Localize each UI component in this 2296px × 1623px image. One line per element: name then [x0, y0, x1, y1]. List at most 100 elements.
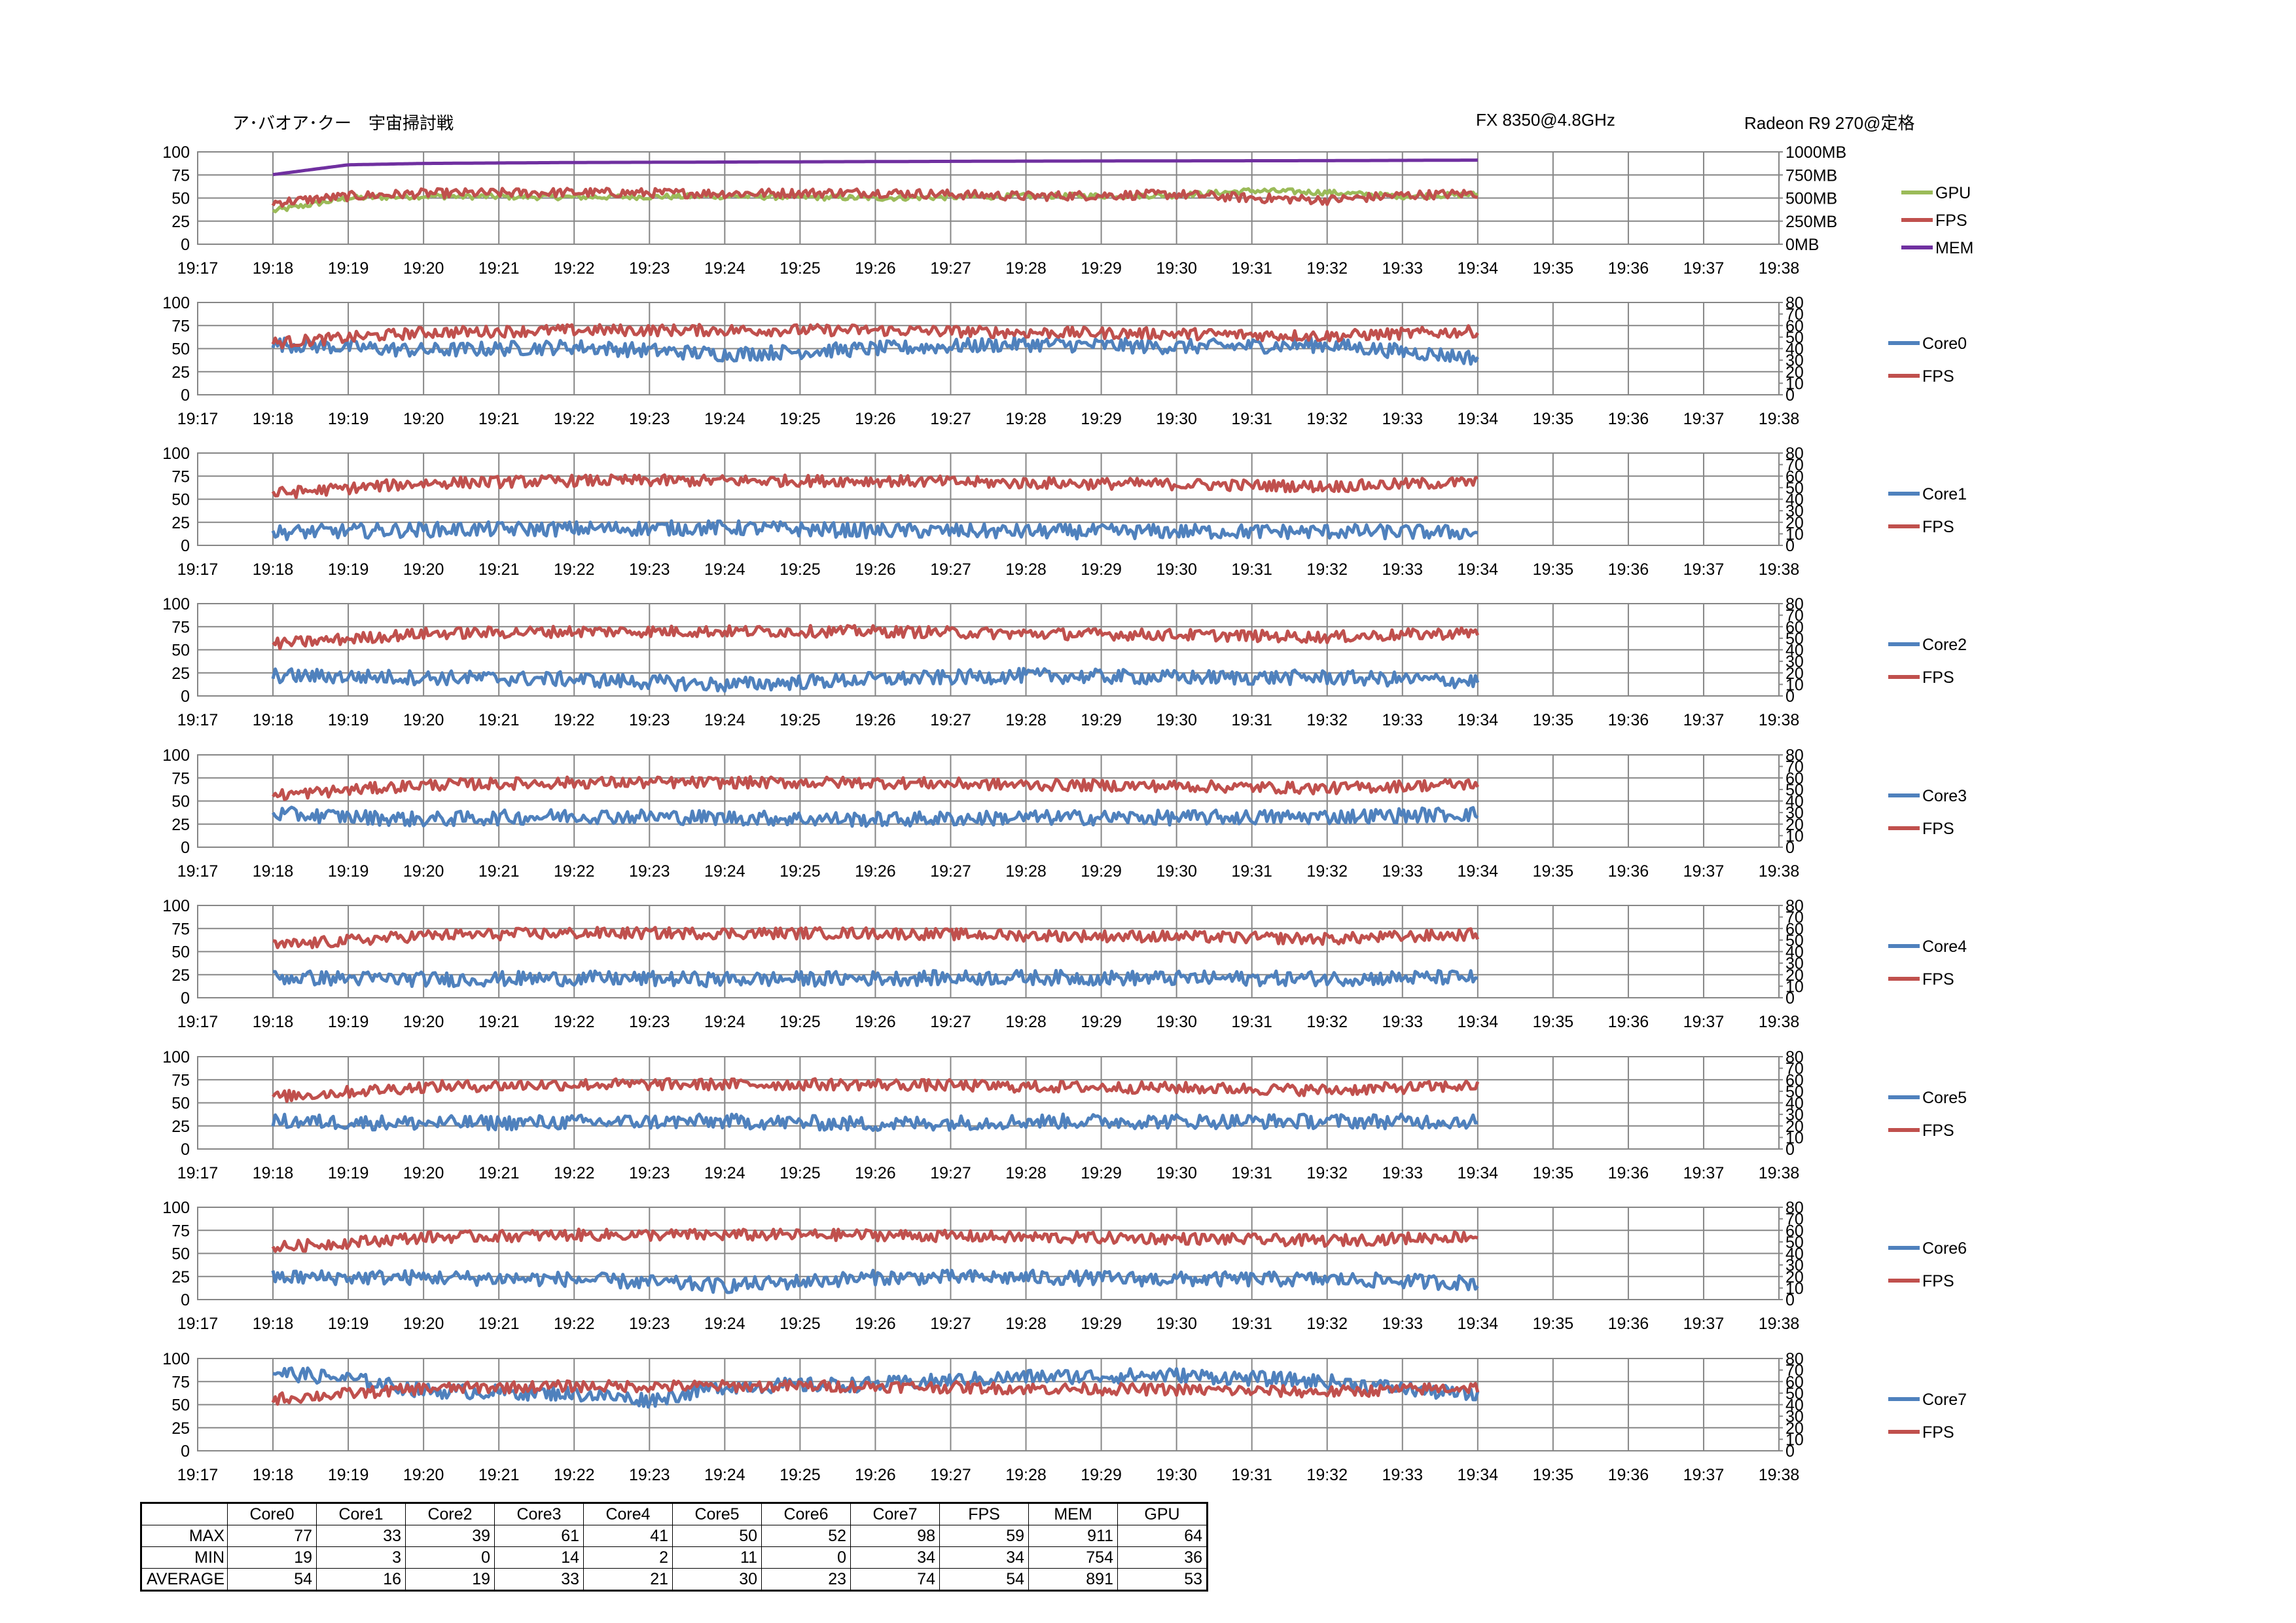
stats-cell: 39 — [405, 1525, 495, 1547]
x-tick-label: 19:32 — [1306, 560, 1348, 579]
x-tick-label: 19:27 — [930, 1013, 971, 1031]
y2-tick-label: 250MB — [1785, 213, 1837, 231]
x-tick-label: 19:37 — [1683, 862, 1725, 881]
x-tick-label: 19:19 — [328, 862, 369, 881]
x-tick-label: 19:20 — [403, 1466, 444, 1484]
x-tick-label: 19:26 — [855, 1466, 896, 1484]
series-line-fps — [272, 775, 1480, 801]
x-tick-label: 19:30 — [1156, 1315, 1197, 1333]
x-tick-label: 19:17 — [177, 1466, 219, 1484]
legend-label: FPS — [1922, 1272, 1954, 1290]
x-tick-label: 19:20 — [403, 1013, 444, 1031]
x-tick-label: 19:22 — [554, 1315, 595, 1333]
x-tick-label: 19:25 — [780, 862, 821, 881]
y2-tick-label: 40 — [1785, 642, 1804, 660]
stats-col-header: Core3 — [494, 1503, 584, 1525]
stats-col-header: Core5 — [672, 1503, 762, 1525]
y2-tick-label: 10 — [1785, 525, 1804, 543]
y2-tick-label: 80 — [1785, 294, 1804, 312]
x-tick-label: 19:22 — [554, 560, 595, 579]
stats-col-header: Core6 — [761, 1503, 851, 1525]
x-tick-label: 19:36 — [1608, 560, 1649, 579]
x-tick-label: 19:25 — [780, 1466, 821, 1484]
x-tick-label: 19:33 — [1382, 560, 1423, 579]
x-tick-label: 19:27 — [930, 560, 971, 579]
y-tick-label: 100 — [162, 1199, 190, 1217]
stats-col-header: Core7 — [850, 1503, 940, 1525]
y-tick-label: 100 — [162, 1048, 190, 1067]
y2-tick-label: 60 — [1785, 1373, 1804, 1391]
x-tick-label: 19:30 — [1156, 410, 1197, 428]
y2-tick-label: 40 — [1785, 1396, 1804, 1415]
x-tick-label: 19:28 — [1005, 1315, 1047, 1333]
stats-row-label: AVERAGE — [141, 1568, 228, 1591]
stats-cell: 34 — [939, 1546, 1029, 1569]
stats-table: Core0 Core1 Core2 Core3 Core4 Core5 Core… — [140, 1502, 1208, 1592]
x-tick-label: 19:29 — [1081, 711, 1122, 729]
stats-cell: 23 — [761, 1568, 851, 1591]
x-tick-label: 19:18 — [253, 862, 294, 881]
y2-tick-label: 30 — [1785, 1106, 1804, 1124]
stats-cell: 19 — [227, 1546, 317, 1569]
x-tick-label: 19:21 — [478, 1466, 520, 1484]
y2-tick-label: 70 — [1785, 1060, 1804, 1078]
stats-cell: 754 — [1028, 1546, 1118, 1569]
y-tick-label: 0 — [181, 386, 190, 405]
x-tick-label: 19:31 — [1231, 1164, 1272, 1182]
series-line-core6 — [271, 1268, 1479, 1294]
legend-label: Core3 — [1922, 787, 1967, 805]
legend-label: FPS — [1922, 367, 1954, 386]
x-tick-label: 19:37 — [1683, 560, 1725, 579]
y2-tick-label: 10 — [1785, 1431, 1804, 1449]
y2-tick-label: 70 — [1785, 909, 1804, 927]
y2-tick-label: 20 — [1785, 1118, 1804, 1136]
y2-tick-label: 10 — [1785, 676, 1804, 694]
x-tick-label: 19:21 — [478, 410, 520, 428]
x-tick-label: 19:33 — [1382, 1466, 1423, 1484]
y-tick-label: 50 — [171, 642, 190, 660]
x-tick-label: 19:22 — [554, 1164, 595, 1182]
stats-cell: 36 — [1117, 1546, 1208, 1569]
series-line-mem — [272, 158, 1478, 177]
x-tick-label: 19:35 — [1533, 259, 1574, 278]
series-line-fps — [271, 1379, 1480, 1406]
x-tick-label: 19:26 — [855, 1164, 896, 1182]
y2-tick-label: 10 — [1785, 1279, 1804, 1298]
x-tick-label: 19:37 — [1683, 1466, 1725, 1484]
y2-tick-label: 80 — [1785, 1199, 1804, 1217]
y-tick-label: 100 — [162, 897, 190, 915]
x-tick-label: 19:28 — [1005, 1013, 1047, 1031]
x-tick-label: 19:28 — [1005, 711, 1047, 729]
x-tick-label: 19:32 — [1306, 1466, 1348, 1484]
cpu-label: FX 8350@4.8GHz — [1476, 110, 1615, 130]
legend-label: Core0 — [1922, 335, 1967, 353]
x-tick-label: 19:24 — [704, 1164, 745, 1182]
stats-row-label: MAX — [141, 1525, 228, 1547]
x-tick-label: 19:34 — [1458, 1164, 1499, 1182]
y2-tick-label: 70 — [1785, 758, 1804, 776]
x-tick-label: 19:18 — [253, 410, 294, 428]
legend-label: FPS — [1922, 820, 1954, 838]
x-tick-label: 19:17 — [177, 1013, 219, 1031]
x-tick-label: 19:29 — [1081, 1466, 1122, 1484]
x-tick-label: 19:34 — [1458, 711, 1499, 729]
y2-tick-label: 50 — [1785, 479, 1804, 498]
x-tick-label: 19:23 — [629, 1315, 670, 1333]
x-tick-label: 19:37 — [1683, 1315, 1725, 1333]
y-tick-label: 0 — [181, 236, 190, 254]
y2-tick-label: 70 — [1785, 456, 1804, 475]
y2-tick-label: 0 — [1785, 1291, 1795, 1309]
x-tick-label: 19:20 — [403, 560, 444, 579]
y2-tick-label: 10 — [1785, 374, 1804, 393]
series-line-fps — [272, 926, 1480, 949]
x-tick-label: 19:28 — [1005, 1164, 1047, 1182]
x-tick-label: 19:37 — [1683, 410, 1725, 428]
x-tick-label: 19:20 — [403, 711, 444, 729]
x-tick-label: 19:33 — [1382, 259, 1423, 278]
series-line-core2 — [271, 666, 1480, 693]
x-tick-label: 19:21 — [478, 1164, 520, 1182]
x-tick-label: 19:25 — [780, 1013, 821, 1031]
x-tick-label: 19:36 — [1608, 862, 1649, 881]
series-line-fps — [271, 1228, 1479, 1253]
x-tick-label: 19:22 — [554, 1466, 595, 1484]
